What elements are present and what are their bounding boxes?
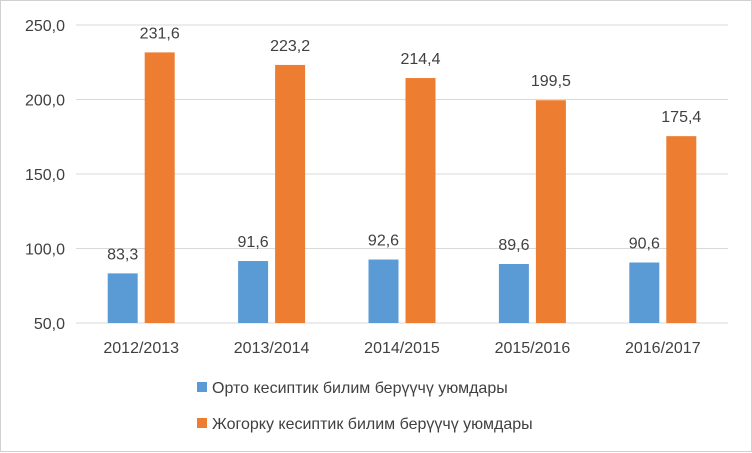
bar [275, 64, 306, 323]
x-tick-label: 2013/2014 [234, 340, 310, 357]
x-tick-label: 2014/2015 [364, 340, 440, 357]
bar [144, 52, 175, 323]
data-label: 90,6 [629, 236, 660, 253]
data-label: 89,6 [498, 237, 529, 254]
bar [238, 261, 269, 323]
legend-swatch [197, 418, 207, 428]
legend-swatch [197, 382, 207, 392]
x-tick-label: 2012/2013 [103, 340, 179, 357]
data-label: 175,4 [661, 109, 701, 126]
data-label: 92,6 [368, 233, 399, 250]
bar [629, 262, 660, 323]
bar [405, 78, 436, 323]
bar [107, 273, 138, 323]
y-tick-label: 50,0 [34, 316, 65, 333]
y-tick-label: 200,0 [25, 93, 65, 110]
bar [666, 136, 697, 323]
data-label: 223,2 [270, 38, 310, 55]
y-tick-label: 150,0 [25, 167, 65, 184]
data-label: 231,6 [140, 25, 180, 42]
y-tick-label: 100,0 [25, 242, 65, 259]
legend-label: Жогорку кесиптик билим берүүчү уюмдары [212, 416, 533, 433]
x-tick-label: 2015/2016 [495, 340, 571, 357]
bar [368, 259, 399, 323]
data-label: 214,4 [400, 51, 440, 68]
legend-label: Орто кесиптик билим берүүчү уюмдары [212, 380, 508, 397]
data-label: 83,3 [107, 246, 138, 263]
x-tick-label: 2016/2017 [625, 340, 701, 357]
bar [498, 263, 529, 323]
data-label: 199,5 [531, 73, 571, 90]
data-label: 91,6 [238, 234, 269, 251]
y-tick-label: 250,0 [25, 18, 65, 35]
bar [535, 100, 566, 324]
